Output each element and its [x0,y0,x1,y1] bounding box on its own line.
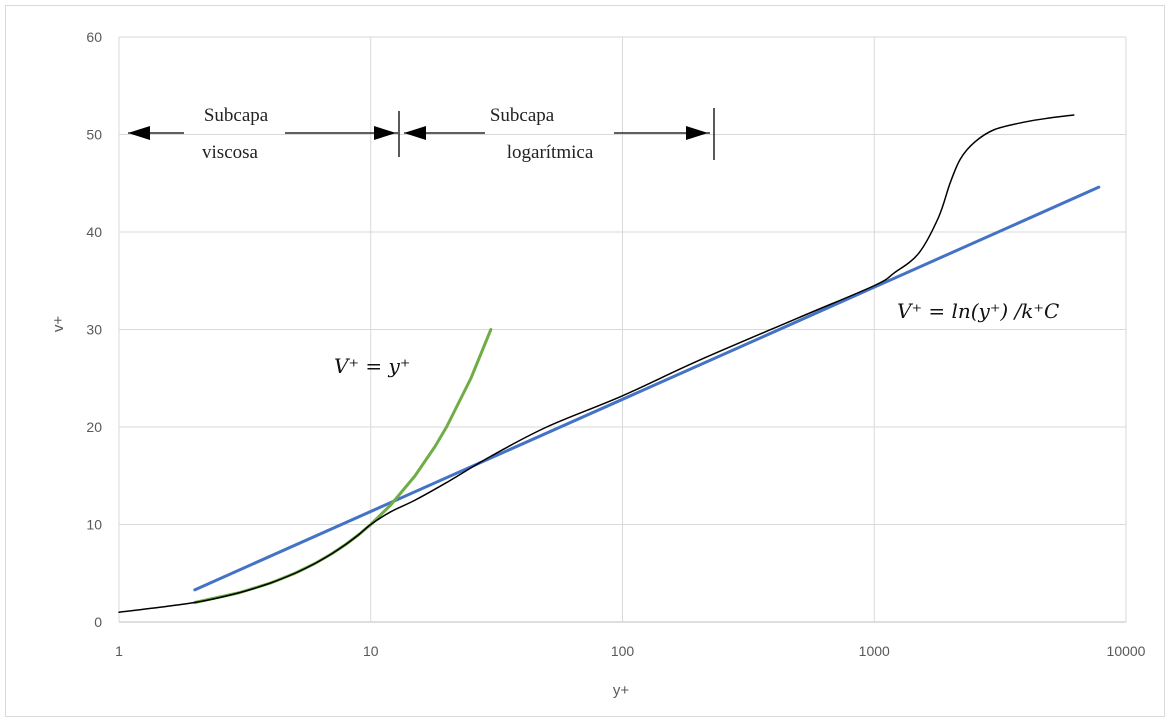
log-arrowhead-left [404,126,426,140]
x-tick-label: 100 [611,643,635,659]
series-lines [119,115,1099,612]
x-axis-title: y+ [613,682,630,699]
region-log-label-line1: Subcapa [490,105,555,126]
y-axis-title: v+ [50,316,67,333]
y-tick-label: 10 [86,517,102,533]
x-tick-labels: 1 10 100 1000 10000 [115,643,1146,659]
y-tick-label: 0 [94,614,102,630]
x-tick-label: 10 [363,643,379,659]
y-tick-label: 30 [86,322,102,338]
log-arrowhead-right [686,126,708,140]
gridlines [119,37,1126,622]
y-tick-label: 40 [86,224,102,240]
y-tick-label: 50 [86,127,102,143]
series-line [195,187,1099,590]
equation-linear: V⁺ = y⁺ [334,354,410,378]
equation-log: V⁺ = ln(y⁺) /k⁺C [897,299,1059,323]
y-tick-labels: 0 10 20 30 40 50 60 [86,29,102,630]
region-log-label-line2: logarítmica [507,142,594,163]
viscous-arrowhead-right [374,126,396,140]
region-viscous-label-line2: viscosa [202,142,259,163]
y-tick-label: 20 [86,419,102,435]
series-line [119,115,1074,612]
viscous-arrowhead-left [128,126,150,140]
x-tick-label: 10000 [1107,643,1146,659]
y-tick-label: 60 [86,29,102,45]
x-tick-label: 1 [115,643,123,659]
x-tick-label: 1000 [859,643,890,659]
region-viscous-label-line1: Subcapa [204,105,269,126]
